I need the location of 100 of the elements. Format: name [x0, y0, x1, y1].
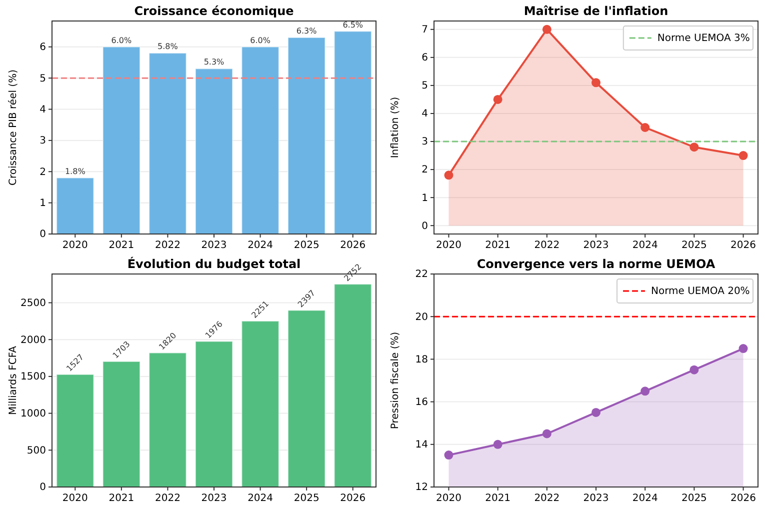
x-tick-label: 2021 [485, 493, 511, 504]
point [640, 386, 650, 396]
chart-title: Croissance économique [134, 4, 294, 18]
legend-label: Norme UEMOA 20% [651, 286, 750, 298]
x-tick-label: 2021 [485, 240, 511, 251]
x-tick-label: 2022 [534, 240, 560, 251]
x-tick-label: 2020 [436, 240, 462, 251]
legend-label: Norme UEMOA 3% [657, 33, 750, 44]
y-tick-label: 0 [40, 229, 46, 240]
y-tick-label: 500 [26, 445, 46, 456]
x-tick-label: 2023 [583, 240, 609, 251]
x-tick-label: 2024 [248, 240, 274, 251]
x-tick-label: 2025 [681, 493, 707, 504]
x-tick-label: 2021 [108, 493, 134, 504]
y-tick-label: 6 [40, 42, 46, 54]
data-label: 5.8% [158, 42, 178, 52]
y-axis-title: Pression fiscale (%) [390, 332, 401, 430]
bar [102, 360, 140, 488]
x-tick-label: 2025 [294, 493, 320, 504]
bar [194, 340, 234, 488]
y-tick-label: 2 [40, 166, 46, 178]
data-label: 6.5% [342, 20, 364, 30]
y-tick-label: 6 [422, 52, 428, 64]
y-tick-label: 1000 [20, 408, 46, 420]
y-axis-title: Inflation (%) [390, 96, 401, 158]
x-tick-label: 2025 [681, 240, 707, 251]
y-tick-label: 0 [422, 220, 428, 232]
x-tick-label: 2022 [154, 240, 180, 251]
y-tick-label: 22 [415, 269, 428, 280]
x-tick-label: 2024 [632, 493, 658, 504]
point [542, 429, 552, 438]
data-label: 6.3% [296, 26, 318, 36]
bar [334, 30, 372, 234]
x-tick-label: 2023 [583, 493, 609, 504]
y-tick-label: 18 [415, 354, 428, 366]
data-label: 1.8% [64, 166, 86, 176]
bar [288, 310, 326, 488]
x-tick-label: 2024 [632, 240, 658, 251]
bar [56, 374, 94, 488]
y-tick-label: 2 [422, 164, 428, 176]
y-tick-label: 1 [422, 192, 428, 204]
x-tick-label: 2020 [62, 493, 88, 504]
point [444, 450, 454, 460]
data-label: 6.0% [111, 36, 132, 45]
y-tick-label: 2500 [20, 298, 46, 309]
point [690, 365, 699, 374]
point [592, 408, 600, 417]
x-tick-label: 2023 [201, 493, 227, 504]
y-tick-label: 2000 [20, 334, 46, 346]
y-tick-label: 7 [422, 24, 428, 36]
y-tick-label: 16 [415, 397, 428, 408]
x-tick-label: 2026 [730, 493, 756, 504]
bar [194, 68, 234, 234]
x-tick-label: 2026 [730, 240, 756, 251]
x-tick-label: 2020 [436, 493, 462, 504]
point [493, 440, 502, 449]
point [444, 170, 454, 180]
point [542, 24, 552, 34]
bar [148, 52, 187, 234]
x-tick-label: 2022 [534, 493, 560, 504]
y-tick-label: 3 [40, 136, 46, 147]
chart-title: Maîtrise de l'inflation [524, 4, 668, 18]
bar [56, 177, 94, 234]
y-tick-label: 20 [415, 312, 428, 323]
bar [102, 46, 140, 234]
x-tick-label: 2021 [108, 240, 134, 251]
bar [148, 352, 187, 488]
point [690, 142, 699, 152]
x-tick-label: 2026 [340, 493, 366, 504]
y-tick-label: 5 [40, 73, 46, 84]
chart-title: Évolution du budget total [127, 256, 301, 271]
y-tick-label: 14 [415, 440, 428, 451]
point [493, 94, 502, 104]
y-tick-label: 1 [40, 198, 46, 210]
x-tick-label: 2022 [154, 493, 180, 504]
point [738, 151, 748, 160]
x-tick-label: 2026 [340, 240, 366, 251]
bar [334, 284, 372, 488]
data-label: 5.3% [204, 58, 225, 67]
chart-title: Convergence vers la norme UEMOA [476, 257, 716, 271]
y-tick-label: 3 [422, 136, 428, 148]
bar [288, 37, 326, 234]
y-axis-title: Milliards FCFA [8, 346, 19, 415]
x-tick-label: 2025 [294, 240, 320, 251]
y-tick-label: 0 [40, 482, 46, 494]
y-axis-title: Croissance PIB réel (%) [8, 69, 19, 186]
point [640, 123, 650, 132]
y-tick-label: 4 [40, 104, 46, 116]
point [592, 78, 600, 88]
bar [241, 46, 280, 234]
y-tick-label: 5 [422, 80, 428, 92]
point [738, 344, 748, 354]
bar [241, 320, 280, 488]
x-tick-label: 2024 [248, 493, 274, 504]
data-label: 6.0% [250, 36, 271, 45]
x-tick-label: 2023 [201, 240, 227, 251]
y-tick-label: 1500 [20, 372, 46, 383]
y-tick-label: 12 [415, 482, 428, 494]
y-tick-label: 4 [422, 108, 428, 120]
x-tick-label: 2020 [62, 240, 88, 251]
